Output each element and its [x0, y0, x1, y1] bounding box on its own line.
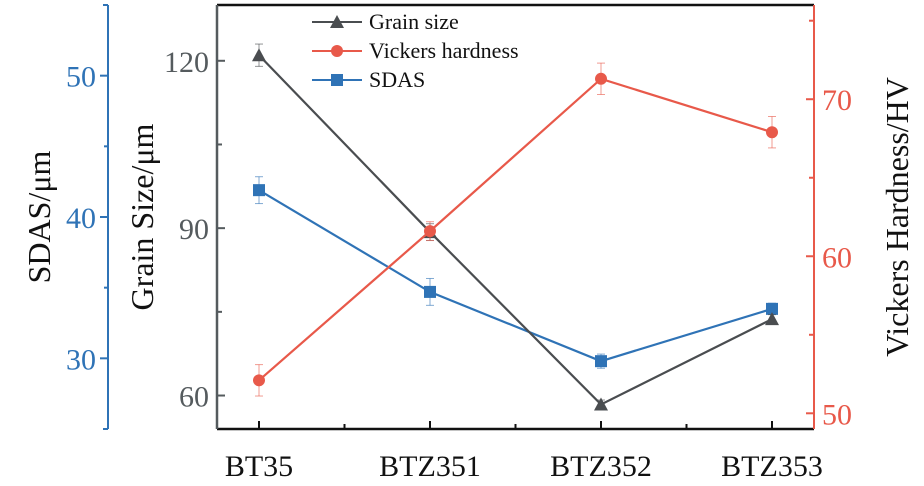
sdas-tick-label: 30: [66, 343, 96, 376]
legend-label: Grain size: [369, 9, 459, 34]
legend-marker-square: [331, 74, 343, 86]
plot-frame: [217, 3, 814, 431]
x-axis: BT35 BTZ351 BTZ352 BTZ353: [225, 421, 823, 483]
data-point-triangle: [252, 48, 266, 62]
legend-label: SDAS: [369, 67, 425, 92]
data-point-square: [253, 184, 265, 197]
hv-tick-label: 60: [822, 241, 852, 274]
legend-marker-circle: [331, 45, 343, 57]
data-point-triangle: [765, 312, 779, 326]
grain-tick-label: 90: [179, 213, 209, 246]
grain-size-axis: 60 90 120: [164, 5, 225, 429]
data-point-circle: [766, 126, 778, 139]
legend: Grain size Vickers hardness SDAS: [312, 9, 519, 92]
x-category-label: BTZ351: [379, 450, 481, 483]
data-point-square: [595, 355, 607, 368]
data-point-circle: [595, 72, 607, 85]
data-point-square: [766, 302, 778, 315]
series-line: [258, 189, 773, 363]
sdas-tick-label: 50: [66, 61, 96, 94]
hv-tick-label: 50: [822, 398, 852, 431]
x-category-label: BT35: [225, 450, 293, 483]
grain-size-axis-title: Grain Size/μm: [124, 123, 160, 310]
x-category-label: BTZ353: [721, 450, 823, 483]
series-line: [258, 54, 773, 406]
sdas-axis-title: SDAS/μm: [21, 151, 57, 284]
data-point-circle: [253, 374, 265, 387]
series-line: [258, 77, 773, 382]
data-point-square: [424, 285, 436, 298]
data-point-triangle: [594, 397, 608, 411]
legend-label: Vickers hardness: [369, 38, 519, 63]
legend-item: Vickers hardness: [312, 38, 519, 63]
series-grain-size: [252, 43, 779, 411]
vickers-hardness-axis: 50 60 70: [806, 5, 852, 431]
grain-tick-label: 60: [179, 381, 209, 414]
series-layer: [252, 43, 779, 411]
legend-item: SDAS: [312, 67, 425, 92]
legend-marker-triangle: [330, 15, 344, 28]
vickers-hardness-axis-title: Vickers Hardness/HV: [879, 77, 915, 357]
data-point-circle: [424, 225, 436, 238]
x-category-label: BTZ352: [550, 450, 652, 483]
sdas-tick-label: 40: [66, 202, 96, 235]
hv-tick-label: 70: [822, 84, 852, 117]
series-sdas: [253, 176, 778, 369]
sdas-axis: 30 40 50: [66, 4, 109, 430]
legend-item: Grain size: [312, 9, 459, 34]
series-vickers-hardness: [253, 62, 778, 397]
grain-tick-label: 120: [164, 46, 209, 79]
